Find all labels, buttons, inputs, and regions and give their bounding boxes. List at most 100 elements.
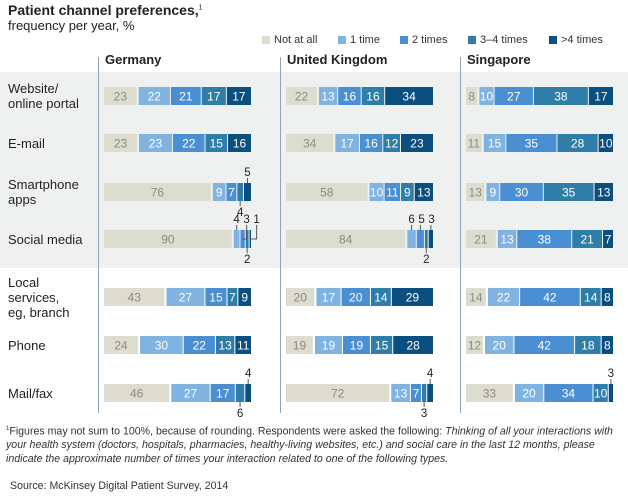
- bar-segment: [316, 288, 341, 306]
- bar-segment: [384, 183, 401, 201]
- data-label: 8: [468, 90, 475, 104]
- panel-divider: [460, 57, 461, 413]
- data-label: 4: [233, 214, 240, 226]
- data-label: 9: [490, 186, 497, 200]
- data-label: 20: [522, 387, 536, 401]
- data-label: 27: [179, 291, 193, 305]
- bar-segment: [104, 183, 211, 201]
- data-label: 9: [241, 291, 248, 305]
- data-label: 22: [295, 90, 309, 104]
- data-label: 3: [428, 214, 434, 226]
- bar-segment: [243, 183, 251, 201]
- bar-segment: [104, 384, 170, 402]
- bar-segment: [205, 288, 227, 306]
- data-label: 3: [608, 368, 614, 380]
- bar-segment: [228, 134, 251, 152]
- bar-segment: [215, 336, 235, 354]
- data-label: 4: [427, 368, 434, 380]
- data-label: 46: [130, 387, 144, 401]
- data-label: 2: [244, 254, 250, 266]
- data-label: 19: [293, 339, 307, 353]
- data-label: 84: [339, 233, 353, 247]
- data-label: 15: [488, 137, 502, 151]
- data-label: 11: [468, 137, 481, 151]
- bar-segment: [485, 336, 514, 354]
- bar-segment: [391, 384, 410, 402]
- bar-segment: [466, 134, 482, 152]
- data-label: 17: [207, 90, 221, 104]
- bar-segment: [201, 87, 226, 105]
- data-label: 19: [350, 339, 364, 353]
- data-label: 9: [404, 186, 411, 200]
- bar-segment: [466, 230, 496, 248]
- data-label: 33: [483, 387, 497, 401]
- data-label: 17: [594, 90, 608, 104]
- bar-segment: [594, 183, 613, 201]
- data-label: 10: [370, 186, 384, 200]
- bar-segment: [240, 230, 245, 248]
- bar-segment: [235, 336, 251, 354]
- data-label: 22: [182, 137, 196, 151]
- data-label: 17: [322, 291, 336, 305]
- bar-segment: [172, 134, 205, 152]
- bar-segment: [104, 134, 137, 152]
- data-label: 21: [179, 90, 193, 104]
- bar-segment: [410, 384, 421, 402]
- data-label: 15: [210, 137, 224, 151]
- panel-divider: [98, 57, 99, 413]
- bar-segment: [543, 183, 594, 201]
- bar-segment: [514, 336, 575, 354]
- bar-segment: [483, 134, 506, 152]
- data-label: 29: [406, 291, 420, 305]
- bar-segment: [338, 87, 361, 105]
- data-label: 22: [193, 339, 207, 353]
- data-label: 21: [580, 233, 594, 247]
- data-label: 72: [331, 387, 345, 401]
- bar-segment: [369, 183, 384, 201]
- bar-segment: [466, 288, 486, 306]
- bar-segment: [393, 336, 433, 354]
- data-label: 19: [322, 339, 336, 353]
- data-label: 10: [480, 90, 494, 104]
- row-label: Phone: [8, 337, 46, 353]
- data-label: 7: [413, 387, 420, 401]
- data-label: 34: [402, 90, 416, 104]
- data-label: 23: [114, 90, 128, 104]
- data-label: 43: [128, 291, 142, 305]
- data-label: 1: [253, 214, 259, 226]
- bar-segment: [140, 336, 183, 354]
- bar-segment: [183, 336, 215, 354]
- data-label: 5: [244, 167, 250, 179]
- data-label: 23: [114, 137, 128, 151]
- bar-segment: [514, 384, 544, 402]
- bar-segment: [166, 288, 205, 306]
- data-label: 7: [229, 291, 236, 305]
- bar-segment: [104, 87, 137, 105]
- bar-segment: [466, 183, 485, 201]
- bar-segment: [575, 336, 601, 354]
- bar-segment: [205, 134, 228, 152]
- data-label: 20: [493, 339, 507, 353]
- bar-segment: [414, 183, 433, 201]
- data-label: 13: [417, 186, 431, 200]
- data-label: 34: [303, 137, 317, 151]
- data-label: 13: [321, 90, 335, 104]
- data-label: 7: [228, 186, 235, 200]
- data-label: 13: [469, 186, 483, 200]
- data-label: 7: [605, 233, 612, 247]
- chart-title: Patient channel preferences,1: [8, 2, 203, 18]
- row-label: Smartphone apps: [8, 177, 79, 207]
- panel-title: Germany: [105, 52, 162, 67]
- bar-segment: [588, 87, 613, 105]
- data-label: 4: [237, 207, 244, 219]
- bar-segment: [286, 230, 406, 248]
- legend-swatch: [338, 36, 346, 44]
- bar-segment: [520, 288, 580, 306]
- panel-title: Singapore: [467, 52, 531, 67]
- panel-title: United Kingdom: [287, 52, 388, 67]
- data-label: 24: [114, 339, 128, 353]
- panel-divider: [280, 57, 281, 413]
- bar-segment: [318, 87, 338, 105]
- data-label: 11: [386, 186, 399, 200]
